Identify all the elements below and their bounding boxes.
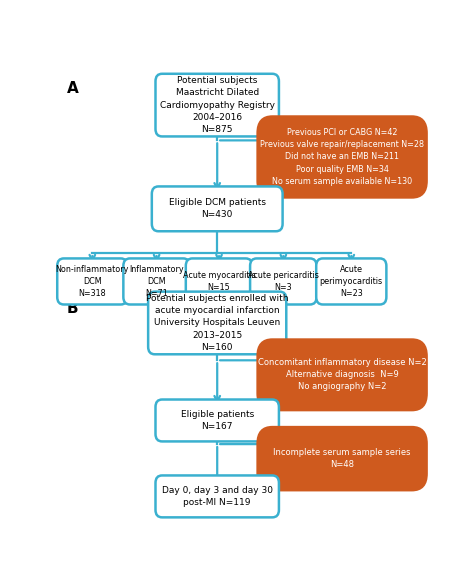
- Text: Potential subjects
Maastricht Dilated
Cardiomyopathy Registry
2004–2016
N=875: Potential subjects Maastricht Dilated Ca…: [160, 76, 275, 134]
- FancyBboxPatch shape: [258, 116, 427, 197]
- Text: Inflammatory
DCM
N=71: Inflammatory DCM N=71: [129, 265, 184, 298]
- FancyBboxPatch shape: [258, 427, 427, 490]
- FancyBboxPatch shape: [155, 399, 279, 441]
- FancyBboxPatch shape: [316, 258, 386, 304]
- Text: Non-inflammatory
DCM
N=318: Non-inflammatory DCM N=318: [55, 265, 129, 298]
- Text: Incomplete serum sample series
N=48: Incomplete serum sample series N=48: [273, 448, 411, 469]
- Text: Potential subjects enrolled with
acute myocardial infarction
University Hospital: Potential subjects enrolled with acute m…: [146, 294, 289, 352]
- Text: A: A: [66, 81, 78, 96]
- FancyBboxPatch shape: [186, 258, 252, 304]
- FancyBboxPatch shape: [250, 258, 317, 304]
- FancyBboxPatch shape: [57, 258, 128, 304]
- Text: Eligible DCM patients
N=430: Eligible DCM patients N=430: [169, 198, 266, 219]
- FancyBboxPatch shape: [258, 339, 427, 410]
- Text: Acute pericarditis
N=3: Acute pericarditis N=3: [248, 271, 319, 292]
- Text: Concomitant inflammatory disease N=2
Alternative diagnosis  N=9
No angiography N: Concomitant inflammatory disease N=2 Alt…: [258, 358, 427, 392]
- FancyBboxPatch shape: [148, 292, 286, 354]
- FancyBboxPatch shape: [152, 186, 283, 231]
- Text: Acute myocarditis
N=15: Acute myocarditis N=15: [182, 271, 255, 292]
- Text: Acute
perimyocarditis
N=23: Acute perimyocarditis N=23: [320, 265, 383, 298]
- Text: Eligible patients
N=167: Eligible patients N=167: [181, 410, 254, 431]
- FancyBboxPatch shape: [155, 475, 279, 517]
- Text: Day 0, day 3 and day 30
post-MI N=119: Day 0, day 3 and day 30 post-MI N=119: [162, 486, 273, 507]
- Text: Previous PCI or CABG N=42
Previous valve repair/replacement N=28
Did not have an: Previous PCI or CABG N=42 Previous valve…: [260, 128, 424, 186]
- FancyBboxPatch shape: [123, 258, 190, 304]
- Text: B: B: [66, 301, 78, 315]
- FancyBboxPatch shape: [155, 74, 279, 136]
